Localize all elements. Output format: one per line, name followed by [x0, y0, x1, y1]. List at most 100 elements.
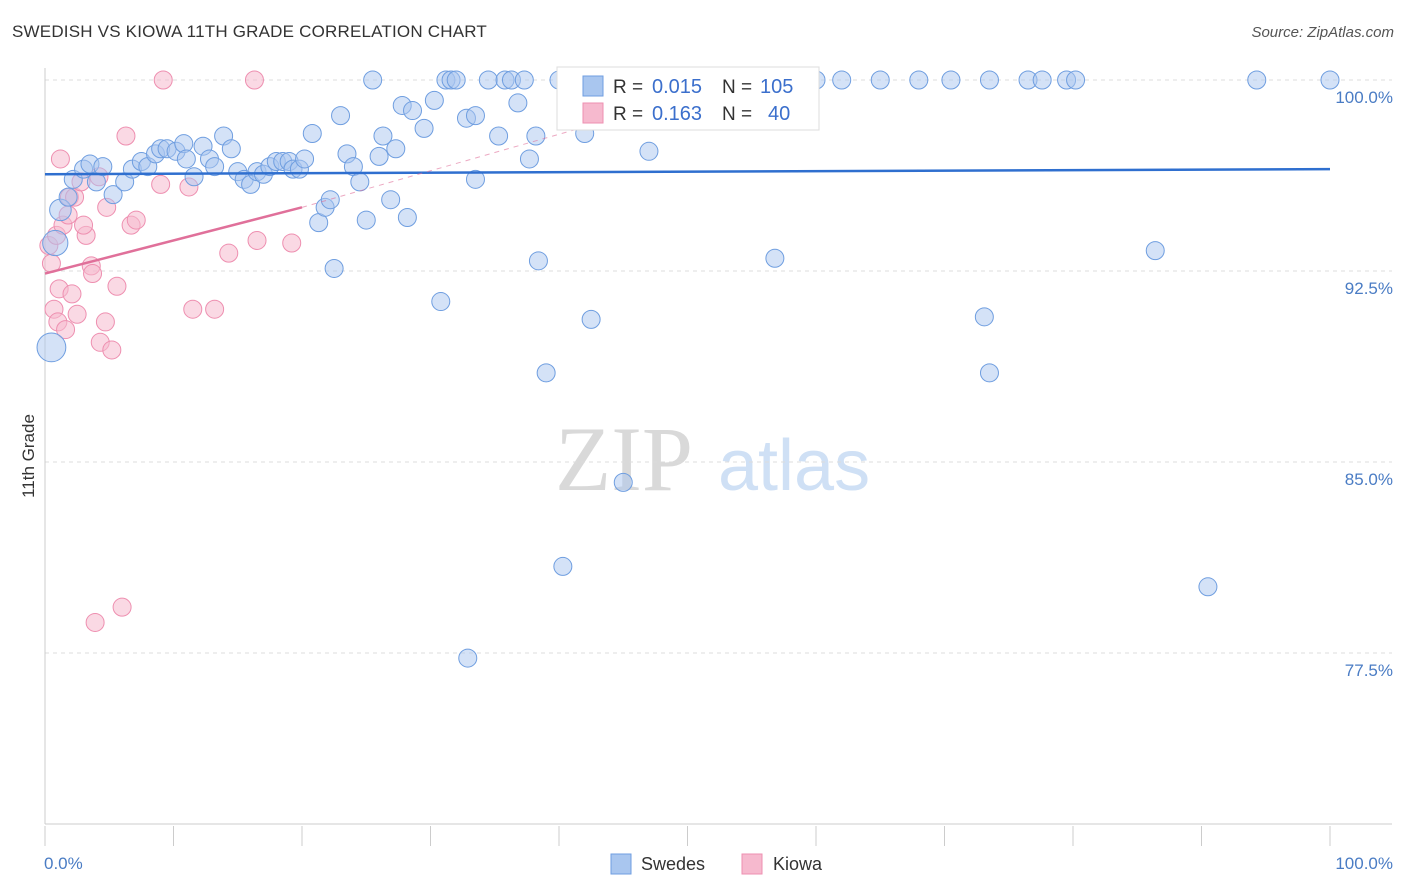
kiowa-trend-extension: [301, 122, 598, 208]
swedes-point: [465, 106, 485, 126]
swedes-point: [1145, 241, 1165, 261]
swedes-point: [526, 126, 546, 146]
kiowa-point: [282, 233, 302, 253]
swedes-point: [639, 141, 659, 161]
swedes-point: [184, 167, 204, 187]
swedes-point: [870, 70, 890, 90]
y-axis-title: 11th Grade: [19, 414, 38, 498]
swedes-point: [1198, 577, 1218, 597]
gridlines: [45, 79, 1392, 654]
y-tick-label: 92.5%: [1345, 279, 1393, 298]
kiowa-point: [112, 597, 132, 617]
watermark-atlas: atlas: [718, 426, 870, 506]
kiowa-n-value: 40: [768, 103, 790, 125]
kiowa-point: [183, 299, 203, 319]
swedes-point: [979, 363, 999, 383]
kiowa-point: [244, 70, 264, 90]
swedes-point: [397, 208, 417, 228]
swedes-point: [36, 332, 67, 363]
swedes-point: [1247, 70, 1267, 90]
kiowa-point: [50, 149, 70, 169]
swedes-point: [514, 70, 534, 90]
swedes-point: [553, 556, 573, 576]
swedes-point: [176, 149, 196, 169]
swedes-point: [373, 126, 393, 146]
kiowa-point: [56, 320, 76, 340]
swedes-point: [465, 169, 485, 189]
swedes-point: [295, 149, 315, 169]
trend-lines: [44, 122, 1331, 275]
swedes-trend-line: [44, 167, 1331, 176]
y-tick-label: 77.5%: [1345, 661, 1393, 680]
swedes-point: [331, 106, 351, 126]
kiowa-point: [85, 612, 105, 632]
x-tick-label: 100.0%: [1335, 854, 1393, 873]
swedes-point: [356, 210, 376, 230]
swedes-point: [42, 229, 69, 257]
swedes-r-label: R =: [613, 77, 643, 98]
swedes-points: [36, 70, 1340, 668]
swedes-point: [320, 190, 340, 210]
watermark-zip: ZIP: [555, 408, 693, 510]
y-tick-label: 100.0%: [1335, 88, 1393, 107]
swedes-point: [581, 309, 601, 329]
kiowa-point: [151, 174, 171, 194]
kiowa-point: [205, 299, 225, 319]
swedes-point: [369, 146, 389, 166]
kiowa-point: [219, 243, 239, 263]
swedes-point: [1032, 70, 1052, 90]
swedes-bottom-swatch: [610, 853, 632, 875]
swedes-point: [403, 101, 423, 121]
kiowa-n-label: N =: [722, 104, 752, 125]
kiowa-legend-label: Kiowa: [773, 854, 823, 874]
swedes-point: [1066, 70, 1086, 90]
stats-legend: R = 0.015 N = 105 R = 0.163 N = 40: [556, 66, 820, 131]
series-legend: Swedes Kiowa: [610, 853, 823, 875]
swedes-point: [414, 118, 434, 138]
swedes-point: [221, 139, 241, 159]
swedes-point: [979, 70, 999, 90]
swedes-point: [363, 70, 383, 90]
kiowa-point: [62, 284, 82, 304]
kiowa-r-value: 0.163: [652, 103, 702, 125]
kiowa-point: [247, 230, 267, 250]
swedes-point: [431, 292, 451, 312]
swedes-point: [93, 157, 113, 177]
source-label: Source: ZipAtlas.com: [1251, 24, 1394, 41]
swedes-n-value: 105: [760, 76, 793, 98]
kiowa-point: [95, 312, 115, 332]
swedes-point: [205, 157, 225, 177]
kiowa-legend-swatch: [582, 102, 604, 124]
swedes-r-value: 0.015: [652, 76, 702, 98]
swedes-point: [528, 251, 548, 271]
kiowa-point: [107, 276, 127, 296]
kiowa-r-label: R =: [613, 104, 643, 125]
swedes-point: [941, 70, 961, 90]
swedes-point: [58, 187, 78, 207]
kiowa-point: [153, 70, 173, 90]
swedes-point: [1320, 70, 1340, 90]
swedes-legend-label: Swedes: [641, 854, 705, 874]
swedes-point: [424, 90, 444, 110]
kiowa-bottom-swatch: [741, 853, 763, 875]
y-tick-label: 85.0%: [1345, 470, 1393, 489]
swedes-point: [909, 70, 929, 90]
swedes-point: [536, 363, 556, 383]
chart-title: SWEDISH VS KIOWA 11TH GRADE CORRELATION …: [12, 22, 487, 41]
swedes-point: [974, 307, 994, 327]
swedes-point: [765, 248, 785, 268]
kiowa-point: [74, 215, 94, 235]
tick-labels: 100.0% 92.5% 85.0% 77.5% 0.0% 100.0%: [44, 88, 1393, 873]
swedes-point: [350, 172, 370, 192]
swedes-point: [478, 70, 498, 90]
swedes-point: [832, 70, 852, 90]
swedes-point: [489, 126, 509, 146]
swedes-point: [508, 93, 528, 113]
swedes-point: [302, 123, 322, 143]
swedes-point: [381, 190, 401, 210]
axes: [44, 68, 1392, 846]
kiowa-point: [83, 264, 103, 284]
swedes-n-label: N =: [722, 77, 752, 98]
swedes-point: [458, 648, 478, 668]
